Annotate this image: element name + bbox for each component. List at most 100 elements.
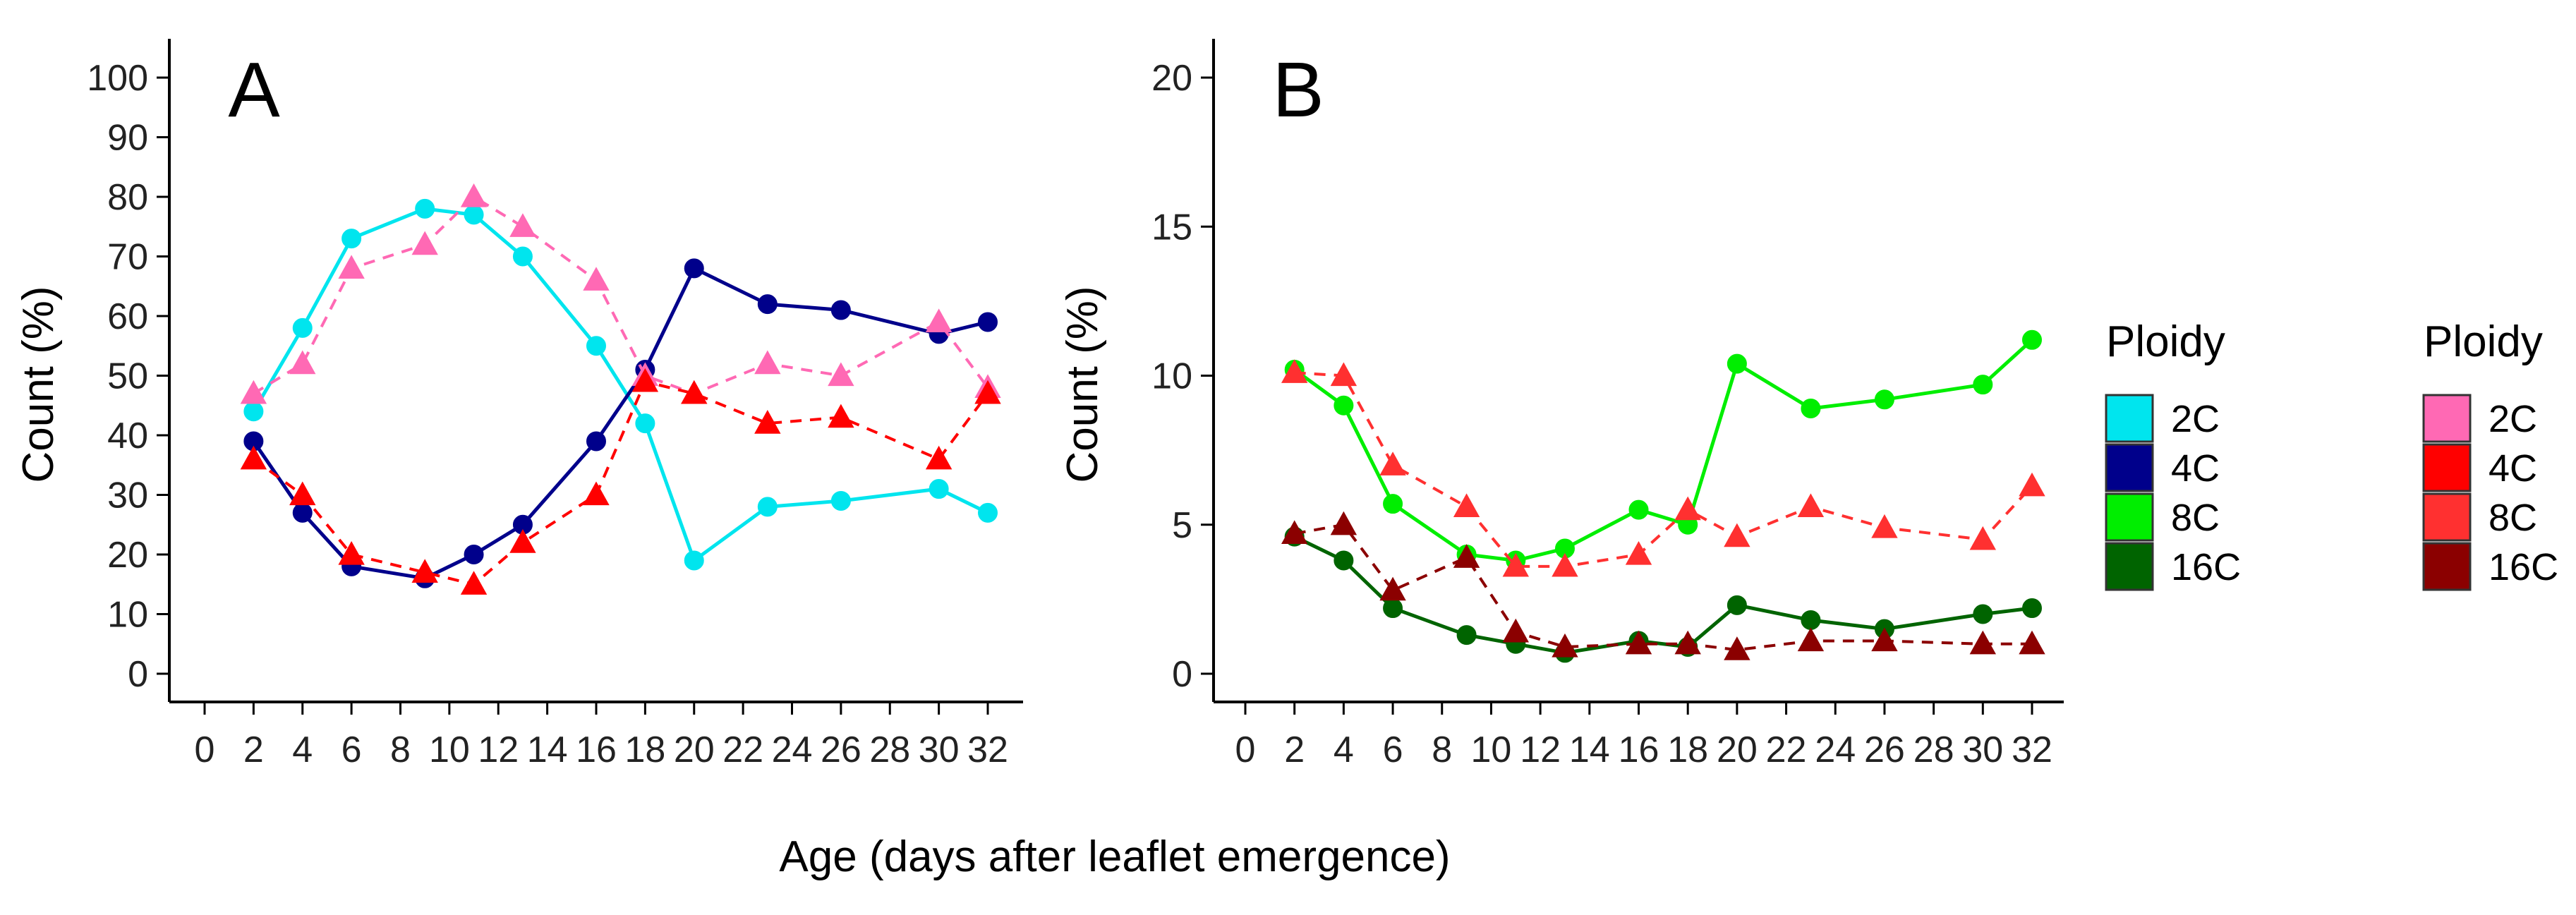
data-point-2C <box>464 205 484 225</box>
data-point-4C <box>757 294 778 315</box>
series-line-16C-dashed <box>1294 523 2032 652</box>
data-point-4C <box>292 502 313 523</box>
data-point-4C <box>681 380 708 404</box>
x-tick-label: 8 <box>390 729 411 770</box>
data-point-8C <box>1502 552 1529 577</box>
x-tick-label: 10 <box>429 729 470 770</box>
y-tick-label: 0 <box>1172 654 1192 695</box>
data-point-2C <box>292 317 313 338</box>
data-point-16C <box>1727 595 1747 615</box>
data-point-16C <box>1969 630 1997 655</box>
x-tick-label: 16 <box>576 729 617 770</box>
data-point-2C <box>757 497 778 517</box>
x-tick-label: 26 <box>1864 729 1905 770</box>
data-point-8C <box>2022 329 2042 350</box>
data-point-8C <box>1383 494 1403 514</box>
x-tick-label: 12 <box>1520 729 1561 770</box>
data-point-2C <box>512 246 533 267</box>
legend-swatch-8C <box>2105 492 2154 542</box>
legend-solid-series: Ploidy 2C 4C 8C 16C <box>2105 317 2241 591</box>
panel-letter: B <box>1272 47 1324 133</box>
legend-label-2C: 2C <box>2171 398 2220 440</box>
data-point-8C <box>1552 552 1578 577</box>
x-tick-label: 18 <box>1667 729 1708 770</box>
data-point-2C <box>341 229 362 249</box>
data-point-4C <box>289 481 316 506</box>
data-point-4C <box>925 445 953 470</box>
data-point-16C <box>1334 550 1354 571</box>
x-tick-label: 4 <box>292 729 313 770</box>
series-line-16C-solid <box>1293 535 2033 655</box>
x-tick-label: 10 <box>1471 729 1512 770</box>
series-line-8C-dashed <box>1294 371 2033 568</box>
data-point-2C <box>586 336 606 356</box>
data-point-16C <box>1625 630 1652 655</box>
data-point-16C <box>1973 604 1993 624</box>
x-tick-label: 6 <box>1383 729 1403 770</box>
legend-label-4C: 4C <box>2171 447 2220 490</box>
data-point-16C <box>2019 630 2045 655</box>
x-tick-label: 2 <box>243 729 264 770</box>
data-point-16C <box>1453 544 1480 568</box>
y-tick-label: 80 <box>107 177 148 218</box>
data-point-2C <box>243 401 264 422</box>
y-tick-label: 20 <box>1151 58 1192 99</box>
x-tick-label: 24 <box>772 729 813 770</box>
data-point-16C <box>1801 610 1821 630</box>
y-tick-label: 0 <box>128 654 148 695</box>
x-tick-label: 22 <box>722 729 763 770</box>
data-point-2C <box>635 413 655 434</box>
data-point-4C <box>509 529 536 553</box>
data-point-8C <box>1801 398 1821 418</box>
legend-swatch-16C <box>2422 542 2472 591</box>
x-tick-label: 24 <box>1815 729 1856 770</box>
x-tick-label: 6 <box>341 729 362 770</box>
data-point-2C <box>460 183 488 207</box>
series-line-2C-solid <box>252 207 989 564</box>
x-tick-label: 12 <box>478 729 519 770</box>
data-point-4C <box>978 312 998 332</box>
series-line-4C-solid <box>252 266 988 581</box>
data-point-8C <box>1379 452 1406 475</box>
data-point-2C <box>830 490 851 511</box>
data-point-8C <box>1969 526 1997 550</box>
x-tick-label: 32 <box>2012 729 2052 770</box>
data-point-2C <box>583 267 610 291</box>
data-point-8C <box>1871 514 1898 538</box>
legend-swatch-16C <box>2105 542 2154 591</box>
legend-swatch-2C <box>2422 394 2472 443</box>
y-tick-label: 60 <box>107 296 148 337</box>
data-point-16C <box>2022 598 2042 619</box>
data-point-16C <box>1502 618 1529 643</box>
y-axis-title: Count (%) <box>1058 286 1107 483</box>
data-point-2C <box>240 380 267 404</box>
x-tick-label: 28 <box>869 729 910 770</box>
x-tick-label: 20 <box>1717 729 1758 770</box>
y-tick-label: 40 <box>107 416 148 456</box>
series-line-4C-dashed <box>253 380 989 586</box>
x-tick-label: 20 <box>674 729 715 770</box>
data-point-8C <box>1453 493 1480 517</box>
data-point-2C <box>289 350 316 375</box>
x-tick-label: 8 <box>1432 729 1452 770</box>
data-point-8C <box>1874 389 1894 410</box>
legend-title: Ploidy <box>2424 317 2543 366</box>
x-tick-label: 14 <box>1569 729 1610 770</box>
x-tick-label: 4 <box>1334 729 1354 770</box>
legend-label-8C: 8C <box>2489 497 2537 539</box>
panel-letter: A <box>228 47 280 133</box>
legend-swatch-4C <box>2105 443 2154 492</box>
data-point-4C <box>830 300 851 320</box>
data-point-8C <box>2019 472 2045 497</box>
data-point-4C <box>240 445 267 470</box>
x-tick-label: 32 <box>967 729 1008 770</box>
legend-label-16C: 16C <box>2489 546 2558 588</box>
data-point-2C <box>754 350 781 375</box>
data-point-16C <box>1379 576 1406 601</box>
data-point-2C <box>978 502 998 523</box>
data-point-4C <box>338 540 365 565</box>
legend-label-16C: 16C <box>2171 546 2241 588</box>
y-tick-label: 10 <box>1151 356 1192 397</box>
